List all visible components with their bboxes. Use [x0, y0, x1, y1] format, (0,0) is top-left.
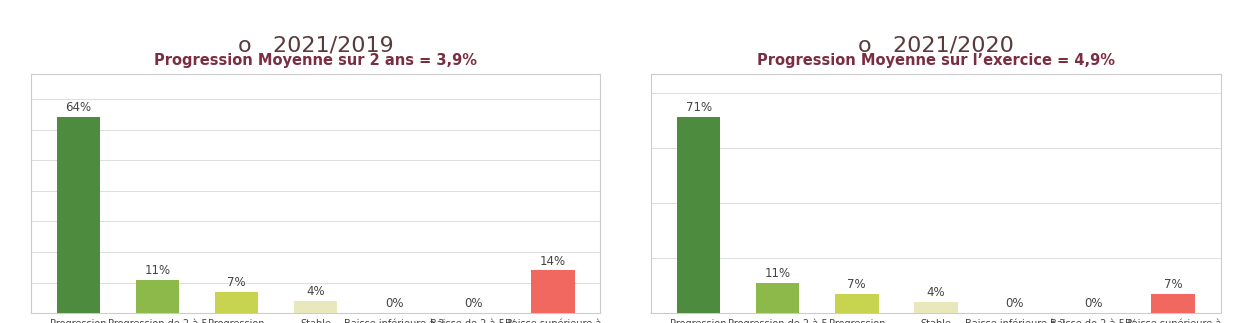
- Text: 4%: 4%: [306, 285, 326, 298]
- Bar: [914, 302, 958, 313]
- Text: 11%: 11%: [764, 267, 790, 280]
- Text: o   2021/2020: o 2021/2020: [858, 35, 1014, 55]
- Text: 0%: 0%: [465, 297, 483, 310]
- Text: 0%: 0%: [1085, 297, 1104, 310]
- Text: 7%: 7%: [227, 276, 245, 289]
- Bar: [1152, 294, 1195, 313]
- Text: o   2021/2019: o 2021/2019: [238, 35, 393, 55]
- Title: Progression Moyenne sur l’exercice = 4,9%: Progression Moyenne sur l’exercice = 4,9…: [757, 53, 1115, 68]
- Bar: [531, 270, 575, 313]
- Text: 7%: 7%: [847, 278, 866, 291]
- Text: 71%: 71%: [686, 101, 711, 114]
- Text: 0%: 0%: [386, 297, 404, 310]
- Title: Progression Moyenne sur 2 ans = 3,9%: Progression Moyenne sur 2 ans = 3,9%: [154, 53, 477, 68]
- Text: 7%: 7%: [1164, 278, 1182, 291]
- Text: 11%: 11%: [144, 264, 170, 277]
- Text: 64%: 64%: [65, 101, 91, 114]
- Bar: [293, 301, 338, 313]
- Bar: [756, 283, 799, 313]
- Text: 0%: 0%: [1006, 297, 1025, 310]
- Bar: [835, 294, 879, 313]
- Bar: [215, 292, 259, 313]
- Text: 4%: 4%: [926, 286, 946, 299]
- Bar: [57, 117, 100, 313]
- Bar: [136, 280, 179, 313]
- Text: 14%: 14%: [540, 255, 566, 267]
- Bar: [677, 117, 720, 313]
